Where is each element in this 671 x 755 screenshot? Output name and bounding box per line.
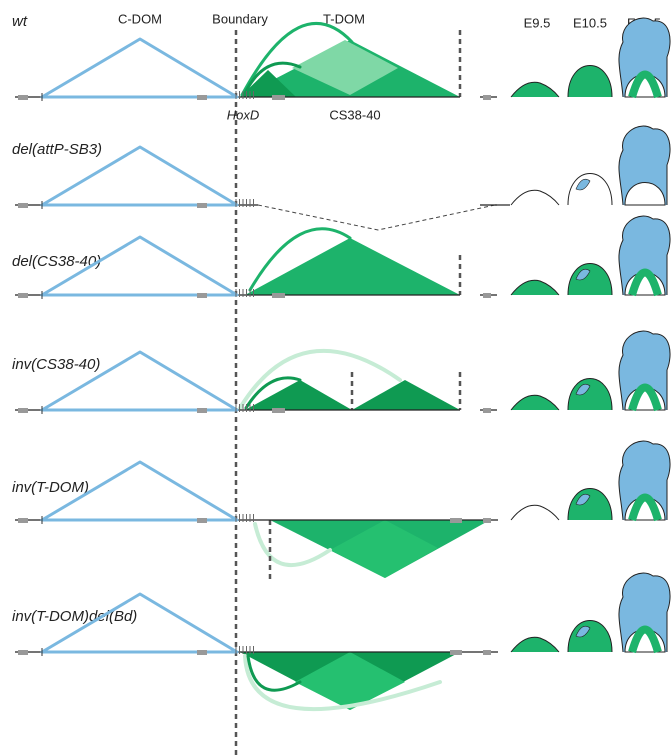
gene-box	[272, 293, 285, 298]
t-dom	[245, 238, 460, 295]
deletion	[258, 205, 495, 230]
gene-box	[272, 95, 285, 100]
gene-box	[197, 650, 207, 655]
row-label: inv(T-DOM)	[12, 479, 89, 496]
gene-box	[197, 95, 207, 100]
row-label: inv(CS38-40)	[12, 356, 100, 373]
gene-box	[197, 293, 207, 298]
limb-e10-5	[568, 489, 612, 521]
c-dom-label: C-DOM	[118, 11, 162, 26]
gene-box	[483, 518, 491, 523]
gene-box	[18, 203, 28, 208]
t-dom	[245, 380, 352, 410]
figure: C-DOM Boundary T-DOM E9.5 E10.5 E12.5 Ho…	[0, 0, 671, 755]
gene-box	[18, 408, 28, 413]
limb-e9-5	[511, 190, 559, 205]
limb-e9-5	[511, 82, 559, 97]
gene-box	[450, 518, 462, 523]
limb-e9-5	[511, 637, 559, 652]
cs-label: CS38-40	[329, 107, 380, 122]
gene-box	[450, 650, 462, 655]
stage-label: E9.5	[524, 15, 551, 30]
row-label: wt	[12, 13, 28, 30]
stage-label: E10.5	[573, 15, 607, 30]
row-label: del(attP-SB3)	[12, 141, 102, 158]
gene-box	[18, 650, 28, 655]
gene-box	[483, 95, 491, 100]
gene-box	[483, 408, 491, 413]
gene-box	[18, 518, 28, 523]
limb-e9-5	[511, 505, 559, 520]
gene-box	[197, 408, 207, 413]
limb-e10-5	[568, 174, 612, 206]
gene-box	[272, 408, 285, 413]
gene-box	[197, 518, 207, 523]
limb-e10-5	[568, 379, 612, 411]
hoxd-label: HoxD	[227, 107, 260, 122]
limb-e10-5	[568, 264, 612, 296]
t-dom	[352, 380, 460, 410]
boundary-label: Boundary	[212, 11, 268, 26]
gene-box	[18, 293, 28, 298]
limb-blue	[576, 179, 590, 190]
row-label: inv(T-DOM)del(Bd)	[12, 608, 137, 625]
limb-e10-5	[568, 66, 612, 98]
gene-box	[483, 650, 491, 655]
limb-e9-5	[511, 395, 559, 410]
gene-box	[197, 203, 207, 208]
c-dom	[42, 39, 237, 97]
limb-e9-5	[511, 280, 559, 295]
gene-box	[483, 293, 491, 298]
t-dom-label: T-DOM	[323, 11, 365, 26]
limb-e10-5	[568, 621, 612, 653]
gene-box	[18, 95, 28, 100]
